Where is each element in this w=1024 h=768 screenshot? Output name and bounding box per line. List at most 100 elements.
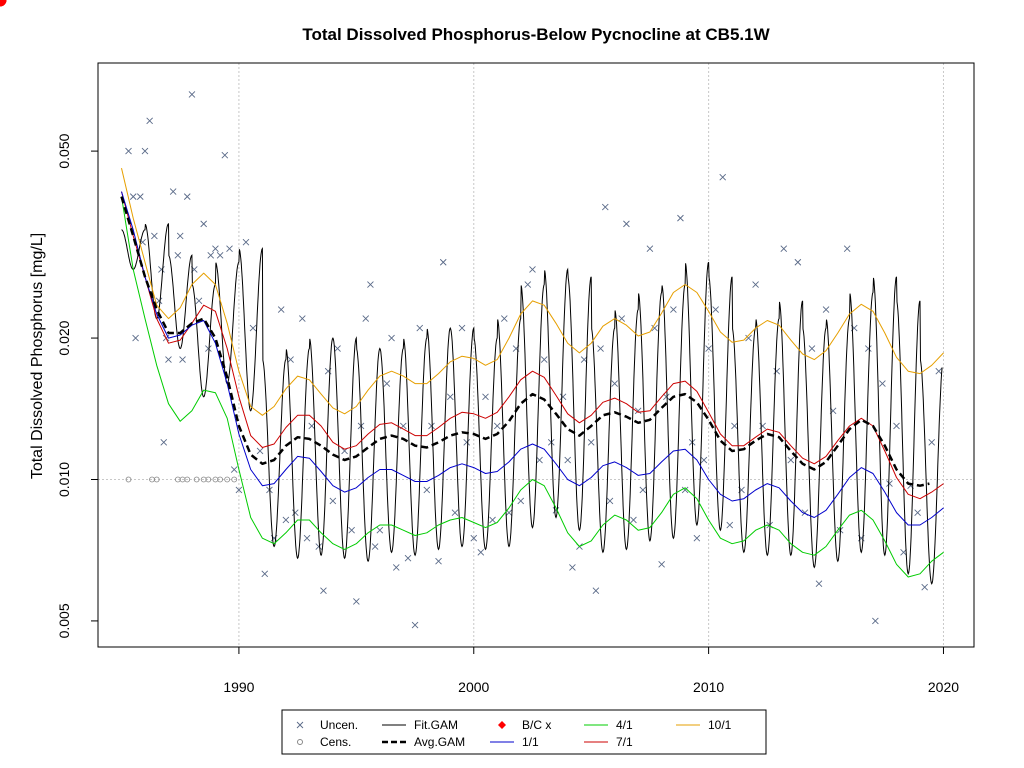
uncensored-point	[470, 534, 478, 542]
legend-item: 1/1	[490, 735, 539, 749]
x-tick-label: 2020	[928, 679, 959, 695]
uncensored-point	[329, 497, 337, 505]
legend: Uncen. Cens. Fit.GAM Avg.GAM B/C x 1/1 4/1 7/1 1…	[281, 709, 767, 755]
uncensored-point	[935, 367, 943, 375]
y-axis-label: Total Dissolved Phosphorus [mg/L]	[29, 233, 46, 479]
uncensored-point	[132, 334, 139, 342]
uncensored-point	[216, 252, 224, 259]
uncensored-point	[493, 422, 501, 430]
plot-data-layer	[0, 0, 944, 629]
uncensored-point	[630, 516, 637, 524]
uncensored-point	[404, 554, 412, 562]
plot-frame	[97, 62, 975, 648]
uncensored-point	[719, 173, 727, 181]
uncensored-point	[536, 456, 543, 464]
uncensored-point	[383, 380, 391, 387]
uncensored-point	[451, 509, 459, 516]
uncensored-point	[435, 557, 442, 565]
series-line-1-1	[121, 191, 944, 526]
uncensored-point	[320, 587, 327, 594]
axis-layer: 1990 2000 2010 2020 0.005 0.010 0.020 0.050	[56, 133, 959, 695]
y-tick-label: 0.010	[56, 462, 72, 497]
uncensored-point	[299, 315, 306, 322]
legend-label: 1/1	[522, 735, 539, 749]
chart-title: Total Dissolved Phosphorus-Below Pycnocl…	[302, 25, 770, 44]
uncensored-point	[165, 356, 172, 363]
uncensored-point	[249, 324, 257, 332]
uncensored-point	[726, 521, 734, 529]
uncensored-point	[125, 147, 132, 155]
uncensored-point	[864, 345, 872, 352]
uncensored-point	[362, 315, 370, 322]
uncensored-point	[587, 438, 595, 446]
uncensored-point	[646, 245, 654, 252]
uncensored-point	[416, 324, 424, 332]
uncensored-point	[428, 422, 435, 430]
uncensored-point	[773, 367, 781, 375]
uncensored-point	[914, 509, 921, 516]
uncensored-point	[569, 564, 576, 571]
uncensored-point	[524, 281, 532, 288]
uncensored-point	[446, 393, 454, 401]
legend-label: Avg.GAM	[414, 735, 465, 749]
uncensored-point	[658, 560, 665, 568]
x-tick-label: 1990	[223, 679, 254, 695]
uncensored-point	[348, 526, 355, 534]
legend-item: 10/1	[676, 718, 732, 732]
legend-item: Uncen.	[296, 718, 358, 732]
uncensored-point	[843, 245, 851, 252]
censored-point	[231, 476, 238, 483]
uncensored-point	[677, 214, 684, 222]
uncensored-point	[921, 583, 928, 591]
uncensored-point	[458, 324, 466, 332]
uncensored-point	[221, 151, 229, 159]
uncensored-point	[367, 281, 374, 288]
uncensored-point	[540, 356, 548, 363]
uncensored-point	[291, 509, 299, 516]
uncensored-point	[235, 486, 243, 494]
uncensored-point	[136, 193, 144, 200]
uncensored-point	[759, 422, 766, 430]
uncensored-point	[179, 356, 186, 363]
uncensored-point	[261, 570, 269, 578]
uncensored-point	[176, 232, 184, 240]
fit-gam-line	[121, 223, 943, 585]
uncensored-point	[207, 252, 215, 259]
uncensored-point	[564, 456, 572, 464]
uncensored-point	[315, 543, 323, 550]
uncensored-point	[158, 266, 165, 273]
uncensored-point	[353, 598, 360, 605]
series-line-avg-gam	[120, 196, 930, 487]
uncensored-point	[787, 456, 795, 464]
uncensored-point	[700, 456, 708, 464]
uncensored-point	[879, 380, 886, 387]
uncensored-point	[928, 438, 936, 446]
uncensored-point	[151, 232, 158, 240]
legend-label: 10/1	[708, 718, 732, 732]
uncensored-point	[712, 306, 719, 313]
legend-box	[281, 709, 767, 755]
legend-label: Uncen.	[320, 718, 358, 732]
uncensored-point	[634, 407, 642, 415]
uncensored-point	[287, 356, 294, 363]
uncensored-point	[517, 497, 525, 505]
censored-point	[217, 476, 224, 483]
uncensored-point	[693, 534, 701, 542]
censored-point	[224, 476, 231, 483]
legend-swatch	[296, 721, 304, 729]
uncensored-point	[303, 534, 311, 542]
uncensored-point	[195, 297, 203, 305]
uncensored-point	[731, 422, 738, 430]
uncensored-point	[282, 516, 290, 524]
y-tick-label: 0.050	[56, 133, 72, 168]
uncensored-point	[411, 621, 419, 629]
uncensored-point	[334, 345, 341, 352]
uncensored-point	[277, 306, 285, 313]
uncensored-point	[623, 220, 630, 228]
legend-label: Fit.GAM	[414, 718, 458, 732]
uncensored-point	[529, 266, 536, 273]
uncensored-point	[392, 564, 400, 571]
uncensored-point	[670, 306, 677, 313]
grid-layer	[98, 63, 974, 647]
